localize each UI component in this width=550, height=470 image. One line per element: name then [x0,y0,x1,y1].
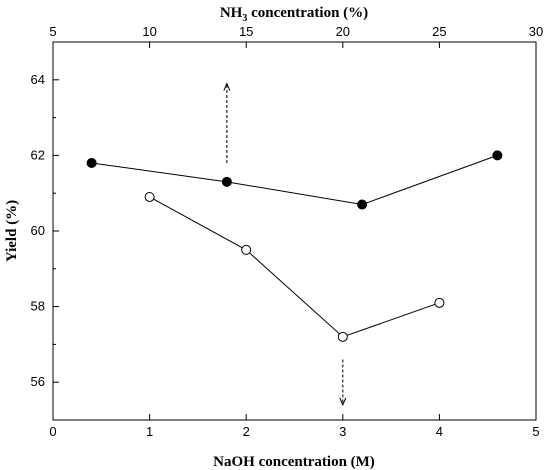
x-tick-label: 3 [339,424,346,439]
series-group [86,150,503,342]
x2-tick-label: 15 [239,24,253,39]
plot-frame [52,41,537,421]
x2-tick-label: 20 [336,24,350,39]
y-tick-label: 62 [31,147,45,162]
arrow-head [223,82,231,91]
x-axis-bottom: 0 1 2 3 4 5 [49,414,540,439]
filled-point [357,199,368,210]
x-tick-label: 4 [436,424,443,439]
open-point [337,331,348,342]
y-tick-label: 58 [31,299,45,314]
series-line-1 [91,154,498,206]
x-tick-label: 1 [146,424,153,439]
series-line-2 [149,196,440,338]
x-axis-top: 5 10 15 20 25 30 [49,24,543,48]
x2-tick-label: 10 [142,24,156,39]
x-tick-label: 2 [243,424,250,439]
open-point [241,244,252,255]
arrow-head [339,397,347,407]
y-axis-title: Yield (%) [4,200,20,262]
x2-tick-label: 5 [49,24,56,39]
x2-tick-label: 30 [529,24,543,39]
x-tick-label: 0 [49,424,56,439]
annotations [223,82,347,407]
y-tick-label: 64 [31,72,45,87]
x2-axis-title: NH3 concentration (%) [220,5,368,24]
x-axis-title: NaOH concentration (M) [213,454,375,470]
y-tick-label: 60 [31,223,45,238]
x-tick-label: 5 [532,424,539,439]
filled-point [86,157,97,168]
filled-point [492,150,503,161]
y-axis-left: 56 58 60 62 64 [31,72,59,389]
open-point [434,297,445,308]
open-point [144,191,155,202]
x2-tick-label: 25 [432,24,446,39]
filled-point [221,176,232,187]
y-tick-label: 56 [31,374,45,389]
